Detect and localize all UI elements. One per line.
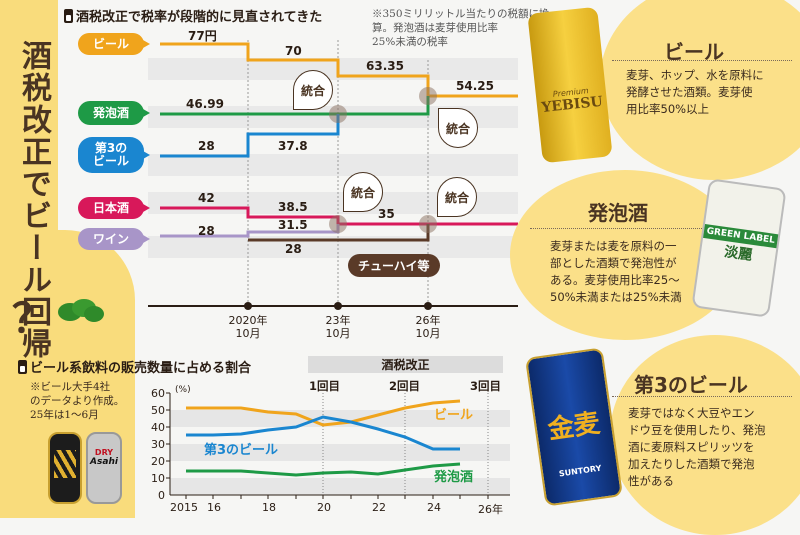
- y-tick-50: 50: [151, 404, 165, 417]
- panel-bg: [600, 0, 800, 180]
- series-label-beer: ビール: [434, 408, 474, 423]
- third-beer-value-0: 28: [198, 139, 215, 153]
- wine-value-1: 31.5: [278, 218, 308, 232]
- bottom-chart-title: ビール系飲料の販売数量に占める割合: [18, 357, 251, 376]
- series-label-happoshu: 発泡酒: [434, 470, 474, 485]
- sake-value-1: 38.5: [278, 200, 308, 214]
- wine-value-0: 28: [198, 224, 215, 238]
- top-chart-title: 酒税改正で税率が段階的に見直されてきた: [64, 6, 322, 25]
- x-tick-2023: 23年 10月: [325, 314, 351, 340]
- can-icon: [64, 8, 73, 23]
- side-title: 酒税改正でビール回帰: [16, 40, 51, 360]
- x-tick-20: 20: [317, 501, 331, 514]
- panel-title-third-beer: 第3のビール: [634, 373, 748, 397]
- beer-value-3: 54.25: [456, 79, 494, 93]
- y-unit: (%): [175, 385, 191, 395]
- tax-reform-banner: 酒税改正: [308, 356, 503, 373]
- sake-value-2: 35: [378, 207, 395, 221]
- divider: [612, 396, 792, 397]
- x-tick-2015: 2015: [170, 501, 198, 514]
- panel-title-happoshu: 発泡酒: [588, 201, 648, 225]
- round-1-label: 1回目: [309, 379, 341, 393]
- round-2-label: 2回目: [389, 379, 421, 393]
- third-beer-value-1: 37.8: [278, 139, 308, 153]
- y-tick-10: 10: [151, 472, 165, 485]
- panel-text-beer: 麦芽、ホップ、水を原料に 発酵させた酒類。麦芽使 用比率50%以上: [626, 68, 764, 116]
- legend-third-beer: 第3の ビール: [78, 137, 150, 173]
- y-tick-0: 0: [158, 489, 165, 502]
- merge-bubble: 統合: [293, 70, 333, 110]
- round-3-label: 3回目: [470, 379, 502, 393]
- beer-value-1: 70: [285, 44, 302, 58]
- legend-sake: 日本酒: [78, 197, 150, 219]
- bottom-chart-note: ※ビール大手4社 のデータより作成。 25年は1～6月: [30, 381, 125, 421]
- edamame-icon: [58, 299, 104, 322]
- beer-value-2: 63.35: [366, 59, 404, 73]
- legend-beer: ビール: [78, 33, 150, 55]
- tax-rate-step-chart: [148, 40, 518, 310]
- panel-text-happoshu: 麦芽または麦を原料の一 部とした酒類で発泡性が ある。麦芽使用比率25～ 50%…: [550, 239, 682, 304]
- panel-text-third-beer: 麦芽ではなく大豆やエン ドウ豆を使用したり、発泡 酒に麦原料スピリッツを 加えた…: [628, 406, 766, 488]
- asahi-can-image: DRY Asahi: [86, 432, 122, 504]
- beer-value-0: 77円: [188, 29, 217, 43]
- x-tick-16: 16: [207, 501, 221, 514]
- y-tick-40: 40: [151, 421, 165, 434]
- band: [148, 154, 518, 176]
- chuhai-value-0: 28: [285, 242, 302, 256]
- y-tick-20: 20: [151, 455, 165, 468]
- merge-bubble: 統合: [343, 172, 383, 212]
- can-icon: [18, 359, 27, 374]
- series-label-third-beer: 第3のビール: [204, 443, 279, 458]
- x-tick-2026: 26年 10月: [415, 314, 441, 340]
- legend-wine: ワイン: [78, 228, 150, 250]
- question-mark: ？: [12, 295, 52, 342]
- x-tick-22: 22: [372, 501, 386, 514]
- divider: [612, 60, 792, 61]
- merge-bubble: 統合: [437, 177, 477, 217]
- happoshu-value-0: 46.99: [186, 97, 224, 111]
- y-tick-30: 30: [151, 438, 165, 451]
- x-tick-24: 24: [427, 501, 441, 514]
- sales-share-line-chart: [166, 392, 510, 499]
- divider: [530, 228, 710, 229]
- x-tick-2020: 2020年 10月: [228, 314, 268, 340]
- merge-bubble: 統合: [438, 108, 478, 148]
- bitter-can-image: [48, 432, 82, 504]
- sake-value-0: 42: [198, 191, 215, 205]
- x-tick-18: 18: [262, 501, 276, 514]
- top-chart-note: ※350ミリリットル当たりの税額に換 算。発泡酒は麦芽使用比率 25%未満の税率: [372, 8, 550, 48]
- x-tick-26: 26年: [478, 503, 503, 516]
- legend-happoshu: 発泡酒: [78, 101, 150, 125]
- y-tick-60: 60: [151, 387, 165, 400]
- panel-bg: [610, 335, 800, 535]
- chuhai-label: チューハイ等: [348, 254, 440, 277]
